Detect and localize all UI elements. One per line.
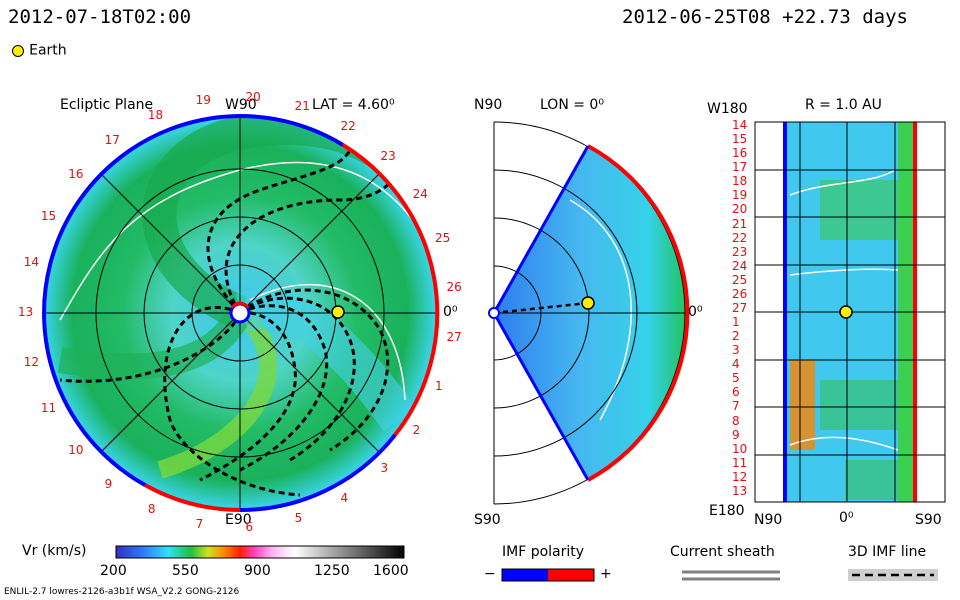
meridional-top-label: N90 [474, 97, 503, 113]
latlon-x-label-0: 0⁰ [839, 510, 854, 526]
imf-positive-swatch [548, 569, 594, 581]
latlon-y-label: 15 [732, 132, 748, 147]
meridional-bottom-label: S90 [474, 512, 501, 528]
ecliptic-title: Ecliptic Plane [60, 97, 154, 113]
meridional-right-label: 0⁰ [688, 304, 703, 320]
latlon-y-label: 18 [732, 174, 748, 189]
ecliptic-lat-label: LAT = 4.60⁰ [312, 97, 395, 113]
colorbar-tick-550: 550 [172, 563, 199, 579]
latlon-y-label: 10 [732, 441, 748, 456]
carrington-number: 19 [195, 93, 211, 108]
latlon-y-label: 24 [732, 258, 748, 273]
carrington-number: 13 [18, 305, 34, 319]
latlon-y-label: 3 [732, 343, 740, 358]
carrington-number: 25 [435, 231, 451, 246]
carrington-number: 8 [147, 502, 156, 517]
latlon-y-label: 12 [732, 469, 748, 484]
carrington-number: 9 [104, 477, 113, 492]
latlon-top-left-label: W180 [707, 101, 748, 117]
latlon-bottom-left-label: E180 [709, 503, 745, 519]
earth-marker-meridional [581, 296, 595, 310]
latlon-y-label: 13 [732, 483, 748, 498]
latlon-y-label: 5 [732, 371, 740, 386]
latlon-y-label: 22 [732, 230, 748, 245]
datetime-left: 2012-07-18T02:00 [8, 6, 192, 28]
carrington-number: 14 [23, 255, 40, 270]
colorbar-label: Vr (km/s) [22, 543, 87, 559]
latlon-map-plot [754, 121, 946, 503]
carrington-number: 5 [294, 510, 303, 525]
latlon-y-label: 21 [732, 216, 748, 231]
current-sheath-title: Current sheath [670, 544, 775, 560]
sun-icon [488, 307, 500, 319]
latlon-y-label: 20 [732, 202, 748, 217]
carrington-number: 4 [340, 491, 349, 506]
carrington-number: 10 [68, 443, 84, 458]
carrington-number: 12 [23, 354, 40, 369]
vr-colorbar [115, 545, 405, 559]
latlon-y-label: 9 [732, 427, 740, 442]
carrington-number: 16 [68, 166, 84, 181]
colorbar-tick-900: 900 [244, 563, 271, 579]
meridional-plane-plot [488, 121, 690, 505]
carrington-number: 21 [294, 99, 310, 114]
ecliptic-plane-plot [42, 113, 440, 513]
colorbar-tick-1250: 1250 [314, 563, 350, 579]
carrington-number: 24 [412, 186, 428, 201]
latlon-y-label: 6 [732, 385, 740, 400]
latlon-y-label: 16 [732, 146, 748, 161]
carrington-number: 18 [147, 107, 164, 122]
latlon-y-label: 11 [732, 455, 748, 470]
latlon-y-label: 2 [732, 329, 740, 344]
earth-marker-latlon [839, 305, 853, 319]
carrington-number: 22 [340, 118, 356, 133]
earth-legend-label: Earth [29, 42, 67, 59]
latlon-y-label: 23 [732, 244, 748, 259]
latlon-y-label: 8 [732, 413, 740, 428]
latlon-y-label: 17 [732, 160, 748, 175]
colorbar-tick-1600: 1600 [373, 563, 409, 579]
model-info: ENLIL-2.7 lowres-2126-a3b1f WSA_V2.2 GON… [4, 587, 240, 597]
carrington-number: 2 [412, 423, 421, 438]
latlon-x-label-n90: N90 [754, 512, 783, 528]
carrington-number: 6 [245, 519, 254, 534]
meridional-lon-label: LON = 0⁰ [540, 97, 604, 113]
latlon-y-label: 26 [732, 286, 748, 301]
earth-marker-ecliptic [331, 305, 345, 319]
latlon-y-label: 25 [732, 272, 748, 287]
carrington-number: 27 [446, 329, 462, 344]
carrington-number: 26 [446, 280, 462, 295]
ecliptic-right-label: 0⁰ [443, 304, 458, 320]
latlon-y-label: 27 [732, 300, 748, 315]
datetime-right: 2012-06-25T08 +22.73 days [622, 6, 908, 28]
carrington-number: 15 [40, 208, 57, 223]
latlon-y-label: 19 [732, 188, 748, 203]
ecliptic-bottom-label: E90 [225, 512, 252, 528]
carrington-number: 1 [435, 378, 443, 393]
latlon-y-label: 4 [732, 357, 740, 372]
carrington-number: 11 [40, 401, 57, 416]
latlon-x-label-s90: S90 [915, 512, 942, 528]
imf-line-title: 3D IMF line [848, 544, 927, 560]
imf-minus-label: − [484, 566, 496, 582]
imf-negative-swatch [502, 569, 548, 581]
latlon-y-label: 7 [732, 399, 740, 414]
imf-polarity-title: IMF polarity [502, 544, 585, 560]
carrington-number: 20 [245, 90, 261, 105]
carrington-number: 7 [195, 516, 204, 531]
earth-marker-icon [12, 44, 24, 57]
imf-plus-label: + [600, 566, 612, 582]
earth-legend: Earth [12, 40, 67, 59]
ecliptic-top-label: W90 [225, 97, 257, 113]
carrington-number: 23 [380, 148, 396, 163]
latlon-y-label: 14 [732, 118, 748, 132]
carrington-number: 17 [104, 132, 120, 147]
latlon-title: R = 1.0 AU [805, 97, 882, 113]
carrington-number: 3 [380, 461, 389, 476]
latlon-y-label: 1 [732, 315, 740, 330]
colorbar-tick-200: 200 [100, 563, 127, 579]
